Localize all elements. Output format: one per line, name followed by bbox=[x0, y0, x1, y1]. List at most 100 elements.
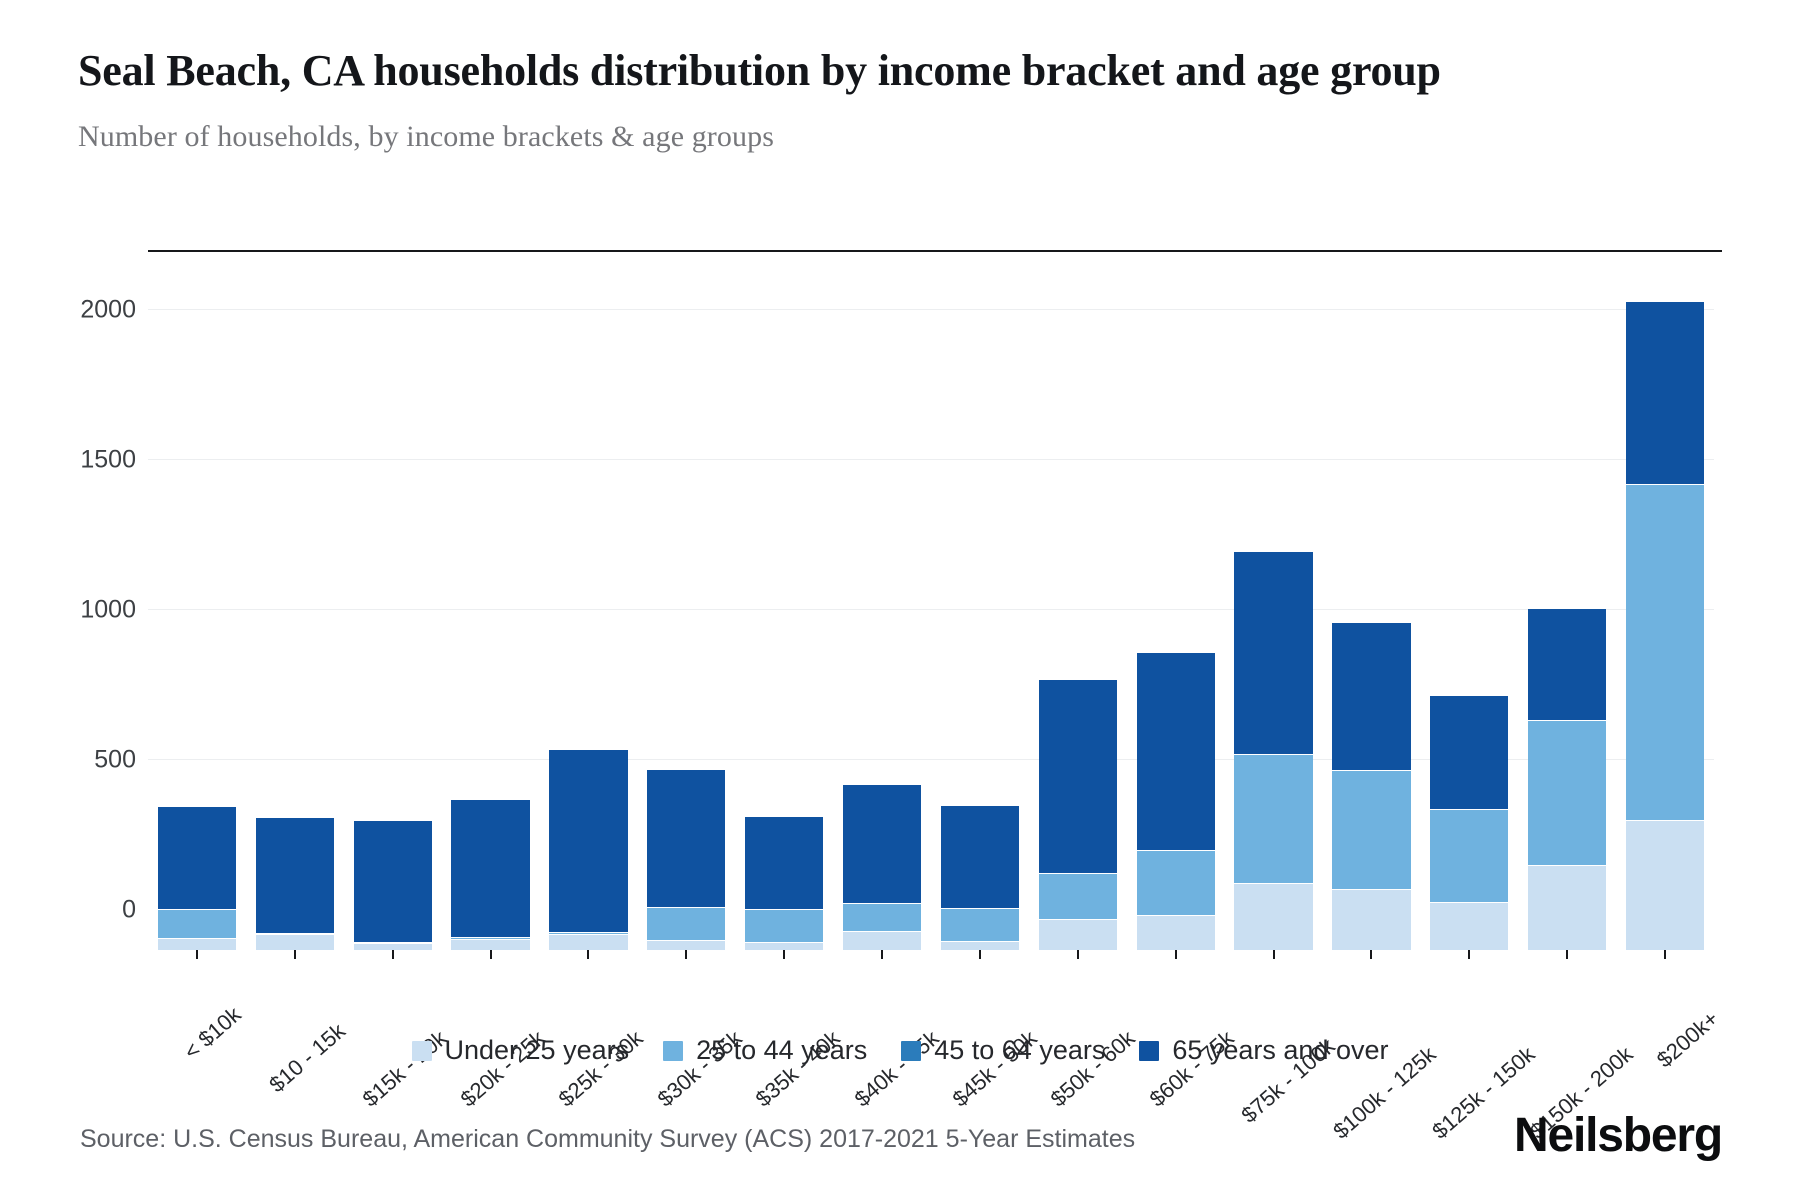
bar-segment[interactable] bbox=[842, 902, 922, 932]
bar-stack[interactable] bbox=[745, 815, 824, 950]
page-title: Seal Beach, CA households distribution b… bbox=[78, 46, 1441, 95]
bar-segment[interactable] bbox=[842, 931, 922, 950]
bar-stack[interactable] bbox=[549, 748, 628, 950]
bar-segment[interactable] bbox=[1332, 770, 1411, 889]
x-axis-tick bbox=[783, 950, 786, 959]
bar-segment[interactable] bbox=[255, 817, 334, 933]
bar-segment[interactable] bbox=[255, 933, 334, 950]
legend-swatch-icon bbox=[663, 1040, 684, 1061]
bar-segment[interactable] bbox=[1430, 695, 1509, 809]
bar-stack[interactable] bbox=[1332, 621, 1411, 950]
legend-item[interactable]: 25 to 44 years bbox=[663, 1035, 867, 1066]
x-axis-tick bbox=[587, 950, 590, 959]
y-axis-tick-label: 1000 bbox=[80, 595, 136, 624]
bar-segment[interactable] bbox=[353, 820, 432, 942]
bar-segment[interactable] bbox=[1136, 850, 1215, 915]
legend-item[interactable]: 65 years and over bbox=[1139, 1035, 1389, 1066]
x-axis-tick bbox=[1272, 950, 1275, 959]
bar-segment[interactable] bbox=[451, 799, 530, 937]
bar-stack[interactable] bbox=[1625, 300, 1705, 950]
y-axis-tick-label: 0 bbox=[122, 895, 136, 924]
x-axis-tick bbox=[489, 950, 492, 959]
legend-label: 65 years and over bbox=[1172, 1035, 1389, 1065]
x-axis-tick bbox=[195, 950, 198, 959]
bar-segment[interactable] bbox=[157, 938, 237, 950]
y-axis-tick-label: 1500 bbox=[80, 445, 136, 474]
bar-segment[interactable] bbox=[549, 748, 628, 933]
x-axis-tick bbox=[881, 950, 884, 959]
bar-segment[interactable] bbox=[1038, 872, 1117, 919]
bar-stack[interactable] bbox=[255, 817, 334, 950]
bar-segment[interactable] bbox=[647, 768, 726, 907]
bar-segment[interactable] bbox=[1528, 719, 1607, 866]
bar-segment[interactable] bbox=[1430, 809, 1509, 902]
bar-segment[interactable] bbox=[353, 942, 432, 950]
chart-plot-area: 0 500 1000 1500 2000 bbox=[78, 250, 1722, 959]
y-axis-tick-label: 500 bbox=[94, 745, 136, 774]
bar-segment[interactable] bbox=[745, 908, 824, 943]
legend-label: Under 25 years bbox=[444, 1035, 630, 1065]
bar-segment[interactable] bbox=[1038, 679, 1117, 873]
legend-swatch-icon bbox=[901, 1040, 922, 1061]
x-axis-tick bbox=[978, 950, 981, 959]
bar-segment[interactable] bbox=[353, 941, 432, 943]
bar-segment[interactable] bbox=[647, 906, 726, 941]
bar-segment[interactable] bbox=[1625, 483, 1705, 820]
bar-segment[interactable] bbox=[940, 908, 1020, 941]
bar-stack[interactable] bbox=[157, 806, 237, 950]
bar-segment[interactable] bbox=[1136, 651, 1215, 851]
bar-segment[interactable] bbox=[549, 933, 628, 950]
legend-item[interactable]: Under 25 years bbox=[411, 1035, 630, 1066]
bar-stack[interactable] bbox=[1038, 679, 1117, 950]
bar-segment[interactable] bbox=[1332, 621, 1411, 770]
bar-segment[interactable] bbox=[451, 936, 530, 939]
bar-segment[interactable] bbox=[940, 941, 1020, 950]
bar-stack[interactable] bbox=[940, 804, 1020, 950]
bar-segment[interactable] bbox=[1038, 918, 1117, 950]
brand-logo: Neilsberg bbox=[1514, 1109, 1723, 1162]
bar-segment[interactable] bbox=[647, 940, 726, 950]
bar-segment[interactable] bbox=[157, 806, 237, 909]
bars-layer bbox=[148, 250, 1714, 959]
x-axis-tick bbox=[293, 950, 296, 959]
bar-segment[interactable] bbox=[451, 938, 530, 950]
bar-segment[interactable] bbox=[1625, 819, 1705, 950]
bar-stack[interactable] bbox=[1136, 651, 1215, 950]
bar-segment[interactable] bbox=[1234, 882, 1313, 950]
legend-label: 25 to 44 years bbox=[696, 1035, 868, 1065]
bar-stack[interactable] bbox=[842, 784, 922, 950]
bar-segment[interactable] bbox=[1136, 914, 1215, 950]
x-axis-tick bbox=[1664, 950, 1667, 959]
bar-stack[interactable] bbox=[1234, 551, 1313, 950]
bar-stack[interactable] bbox=[451, 799, 530, 950]
bar-segment[interactable] bbox=[1430, 902, 1509, 950]
bar-segment[interactable] bbox=[549, 932, 628, 934]
bar-segment[interactable] bbox=[940, 804, 1020, 908]
x-axis-tick bbox=[685, 950, 688, 959]
bar-segment[interactable] bbox=[1234, 753, 1313, 883]
bar-segment[interactable] bbox=[1528, 608, 1607, 720]
bar-segment[interactable] bbox=[1625, 300, 1705, 484]
gridline bbox=[148, 459, 1714, 460]
x-axis-tick bbox=[391, 950, 394, 959]
bar-segment[interactable] bbox=[157, 908, 237, 938]
bar-segment[interactable] bbox=[745, 815, 824, 909]
bar-stack[interactable] bbox=[353, 820, 432, 950]
x-axis-line bbox=[148, 250, 1722, 252]
legend-item[interactable]: 45 to 64 years bbox=[901, 1035, 1105, 1066]
bar-segment[interactable] bbox=[745, 942, 824, 950]
chart-header: Seal Beach, CA households distribution b… bbox=[78, 44, 1718, 154]
bar-segment[interactable] bbox=[1234, 551, 1313, 754]
gridline bbox=[148, 609, 1714, 610]
x-axis-tick bbox=[1174, 950, 1177, 959]
bar-stack[interactable] bbox=[647, 768, 726, 950]
bar-segment[interactable] bbox=[842, 784, 922, 903]
x-axis-tick bbox=[1076, 950, 1079, 959]
bar-segment[interactable] bbox=[1332, 888, 1411, 950]
x-axis-tick bbox=[1370, 950, 1373, 959]
bar-stack[interactable] bbox=[1528, 608, 1607, 950]
bar-segment[interactable] bbox=[255, 932, 334, 934]
bar-segment[interactable] bbox=[1528, 865, 1607, 950]
legend-label: 45 to 64 years bbox=[934, 1035, 1106, 1065]
bar-stack[interactable] bbox=[1430, 695, 1509, 950]
